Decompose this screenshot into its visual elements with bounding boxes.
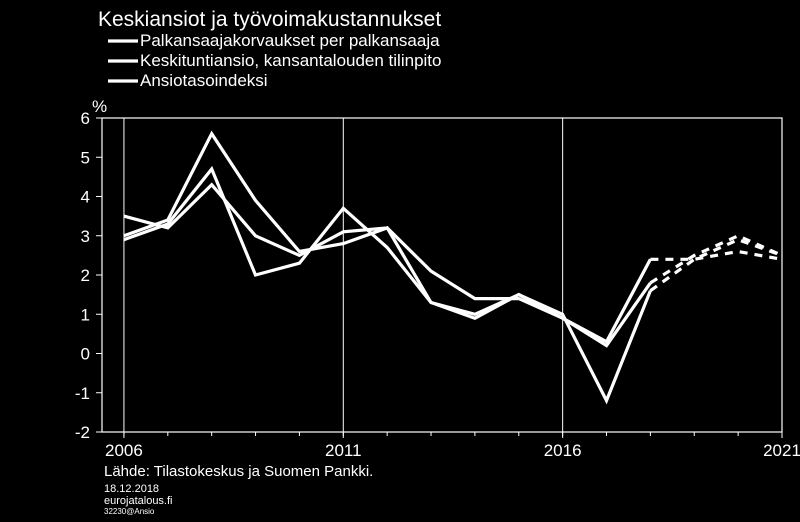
source-label: Lähde: Tilastokeskus ja Suomen Pankki. (104, 463, 373, 480)
chart-title: Keskiansiot ja työvoimakustannukset (98, 8, 441, 31)
y-tick-label: -1 (75, 384, 90, 403)
y-tick-label: 0 (81, 345, 90, 364)
y-tick-label: 6 (81, 109, 90, 128)
x-tick-label: 2011 (325, 441, 362, 460)
y-unit-label: % (92, 97, 107, 116)
site-label: eurojatalous.fi (104, 495, 173, 507)
x-tick-label: 2006 (105, 441, 143, 460)
x-tick-label: 2021 (763, 441, 800, 460)
legend-label: Keskituntiansio, kansantalouden tilinpit… (140, 51, 441, 70)
chart-container: Keskiansiot ja työvoimakustannuksetPalka… (0, 0, 800, 522)
y-tick-label: -2 (75, 423, 90, 442)
y-tick-label: 4 (81, 188, 90, 207)
legend-label: Ansiotasoindeksi (140, 71, 268, 90)
y-tick-label: 3 (81, 227, 90, 246)
legend-label: Palkansaajakorvaukset per palkansaaja (140, 31, 440, 50)
line-chart: Keskiansiot ja työvoimakustannuksetPalka… (0, 0, 800, 522)
date-label: 18.12.2018 (104, 483, 159, 495)
y-tick-label: 1 (81, 305, 90, 324)
y-tick-label: 5 (81, 148, 90, 167)
y-tick-label: 2 (81, 266, 90, 285)
x-tick-label: 2016 (544, 441, 582, 460)
code-label: 32230@Ansio (104, 507, 155, 516)
